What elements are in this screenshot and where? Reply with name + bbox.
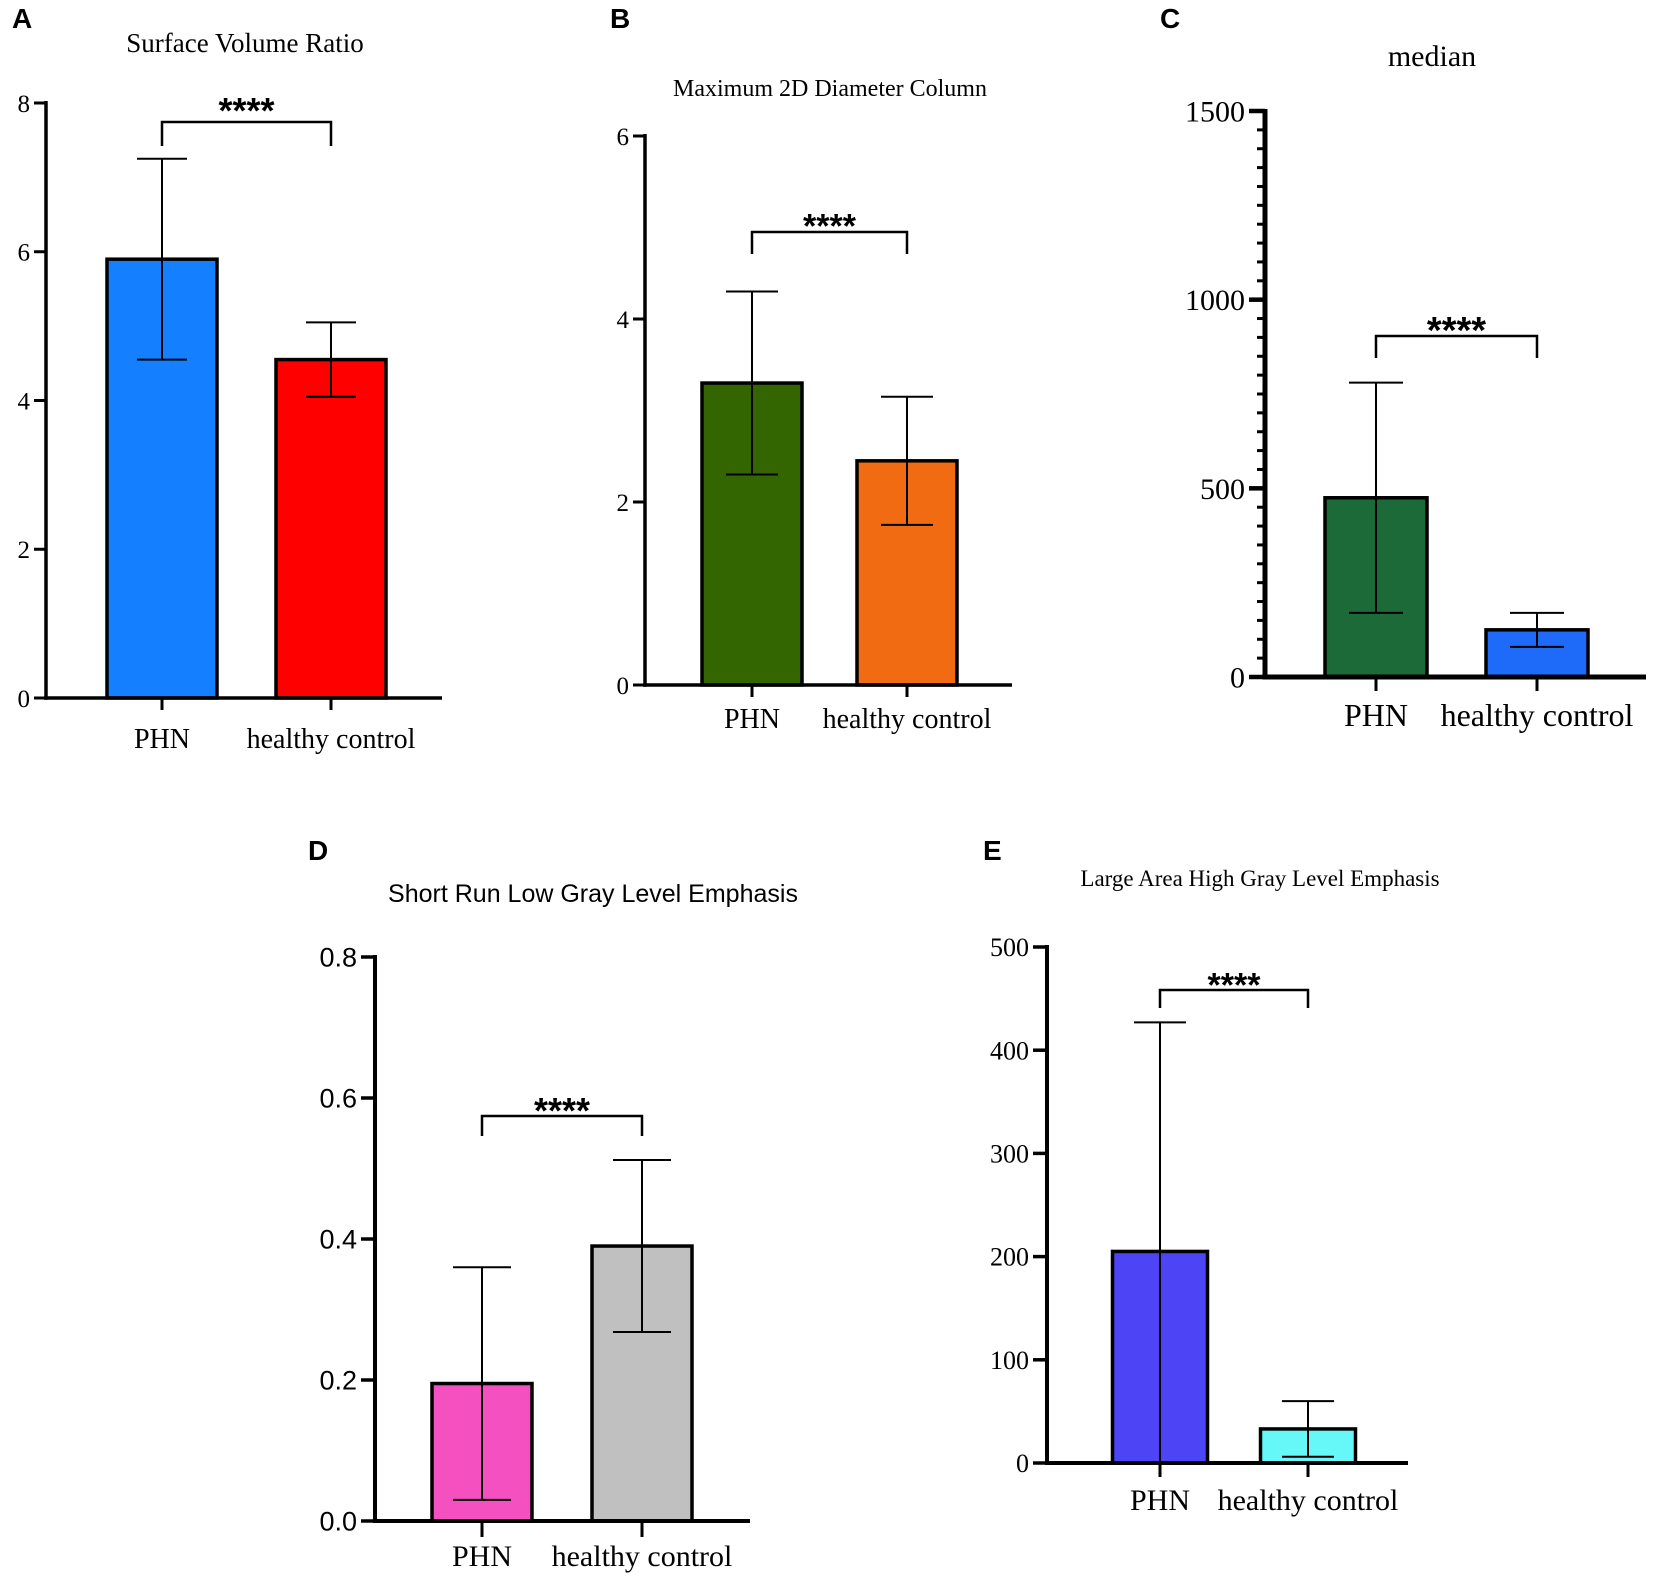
y-tick-label: 300: [990, 1140, 1029, 1169]
chart-title: Surface Volume Ratio: [126, 28, 363, 58]
y-tick-label: 6: [617, 124, 630, 151]
significance-bracket: [1374, 334, 1539, 358]
significance-label: ****: [1427, 310, 1486, 352]
y-tick-label: 0: [617, 673, 630, 700]
chart-title: Large Area High Gray Level Emphasis: [1080, 866, 1439, 891]
x-tick-label: healthy control: [247, 724, 416, 755]
x-tick-label: PHN: [724, 704, 780, 735]
y-tick-label: 500: [990, 933, 1029, 962]
error-bar: [1282, 1400, 1334, 1458]
chart-title: Short Run Low Gray Level Emphasis: [388, 880, 798, 908]
y-tick-label: 0: [18, 686, 31, 713]
y-tick-label: 0: [1230, 662, 1245, 695]
chart-title: Maximum 2D Diameter Column: [673, 76, 987, 102]
y-tick-label: 0.2: [319, 1365, 357, 1395]
y-tick-label: 0.6: [319, 1083, 357, 1113]
panel-letter: D: [308, 835, 328, 866]
panel-letter: C: [1160, 3, 1180, 34]
panel-letter: A: [12, 3, 32, 34]
chart-title: median: [1388, 40, 1476, 73]
panel-letter: B: [610, 3, 630, 34]
x-tick-label: healthy control: [823, 704, 992, 735]
chart-panel-b: B Maximum 2D Diameter Column PHN healthy co…: [610, 3, 1012, 735]
y-tick-label: 2: [18, 537, 31, 564]
chart-panel-a: A Surface Volume Ratio PHN healthy control 0…: [12, 3, 442, 755]
significance-label: ****: [534, 1090, 590, 1131]
x-tick-label: healthy control: [1441, 697, 1634, 733]
significance-label: ****: [1208, 966, 1262, 1004]
error-bar: [137, 157, 187, 361]
error-bar: [1349, 381, 1403, 614]
error-bar: [613, 1159, 671, 1334]
x-tick-label: PHN: [452, 1540, 512, 1573]
significance-bracket: [160, 120, 333, 146]
y-tick-label: 4: [18, 388, 31, 415]
y-tick-label: 1000: [1185, 284, 1245, 317]
error-bar: [306, 321, 356, 398]
error-bar: [1510, 611, 1564, 648]
y-tick-label: 0.4: [319, 1224, 357, 1254]
error-bar: [453, 1266, 511, 1501]
y-tick-label: 6: [18, 240, 31, 267]
error-bar: [881, 395, 933, 526]
y-tick-label: 200: [990, 1243, 1029, 1272]
panel-letter: E: [983, 835, 1002, 866]
significance-label: ****: [218, 90, 274, 131]
y-tick-label: 4: [617, 307, 630, 334]
y-tick-label: 400: [990, 1036, 1029, 1065]
error-bar: [726, 290, 778, 476]
x-tick-label: PHN: [1130, 1484, 1190, 1517]
y-tick-label: 8: [18, 91, 31, 118]
significance-bracket: [480, 1114, 644, 1136]
significance-bracket: [1158, 988, 1310, 1008]
y-tick-label: 500: [1200, 473, 1245, 506]
bar-healthy-control: [274, 357, 388, 700]
y-tick-label: 0: [1016, 1449, 1029, 1478]
x-tick-label: healthy control: [552, 1540, 733, 1573]
y-tick-label: 0.8: [319, 942, 357, 972]
y-tick-label: 2: [617, 490, 630, 517]
y-tick-label: 1500: [1185, 96, 1245, 129]
x-tick-label: PHN: [1344, 697, 1408, 733]
significance-bracket: [750, 230, 909, 254]
significance-label: ****: [803, 207, 857, 245]
chart-panel-e: E Large Area High Gray Level Emphasis PHN h…: [983, 835, 1440, 1517]
y-tick-label: 0.0: [319, 1506, 357, 1536]
y-tick-label: 100: [990, 1346, 1029, 1375]
x-tick-label: healthy control: [1218, 1484, 1399, 1517]
x-tick-label: PHN: [134, 724, 190, 755]
chart-panel-d: D Short Run Low Gray Level Emphasis PHN hea…: [308, 835, 798, 1573]
